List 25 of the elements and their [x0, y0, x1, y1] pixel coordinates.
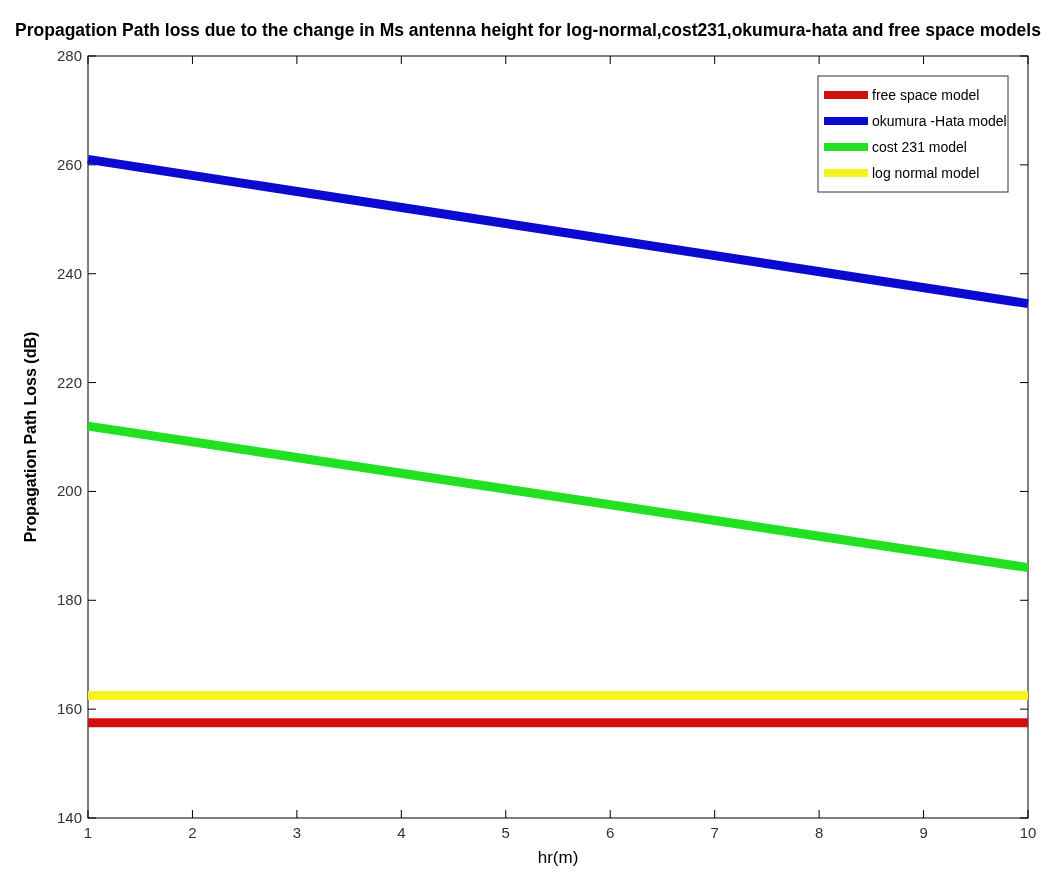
x-tick-label: 4: [397, 824, 406, 841]
chart-title: Propagation Path loss due to the change in Ms antenna height for log-normal,cost231,okumura-hata and free space models: [15, 20, 1042, 40]
x-tick-label: 1: [83, 824, 93, 841]
x-tick-label: 6: [606, 824, 615, 841]
legend-label: cost 231 model: [872, 139, 967, 155]
x-tick-label: 2: [188, 824, 197, 841]
y-tick-label: 260: [56, 155, 82, 173]
legend-label: log normal model: [872, 165, 980, 181]
x-tick-label: 10: [1019, 824, 1037, 841]
x-tick-label: 3: [292, 824, 302, 841]
y-tick-label: 140: [56, 809, 82, 826]
y-tick-label: 240: [56, 264, 82, 282]
y-tick-label: 280: [56, 47, 82, 64]
legend-label: okumura -Hata model: [872, 113, 1007, 129]
x-tick-label: 7: [710, 824, 719, 841]
x-axis-title: hr(m): [537, 848, 579, 867]
y-tick-label: 180: [56, 591, 82, 609]
legend-label: free space model: [872, 87, 980, 103]
y-tick-label: 220: [56, 373, 82, 391]
x-tick-label: 5: [501, 824, 510, 841]
x-tick-label: 8: [814, 824, 824, 841]
y-tick-label: 200: [56, 482, 82, 500]
y-tick-label: 160: [56, 700, 82, 718]
y-axis-title: Propagation Path Loss (dB): [22, 331, 39, 543]
x-tick-label: 9: [919, 824, 928, 841]
